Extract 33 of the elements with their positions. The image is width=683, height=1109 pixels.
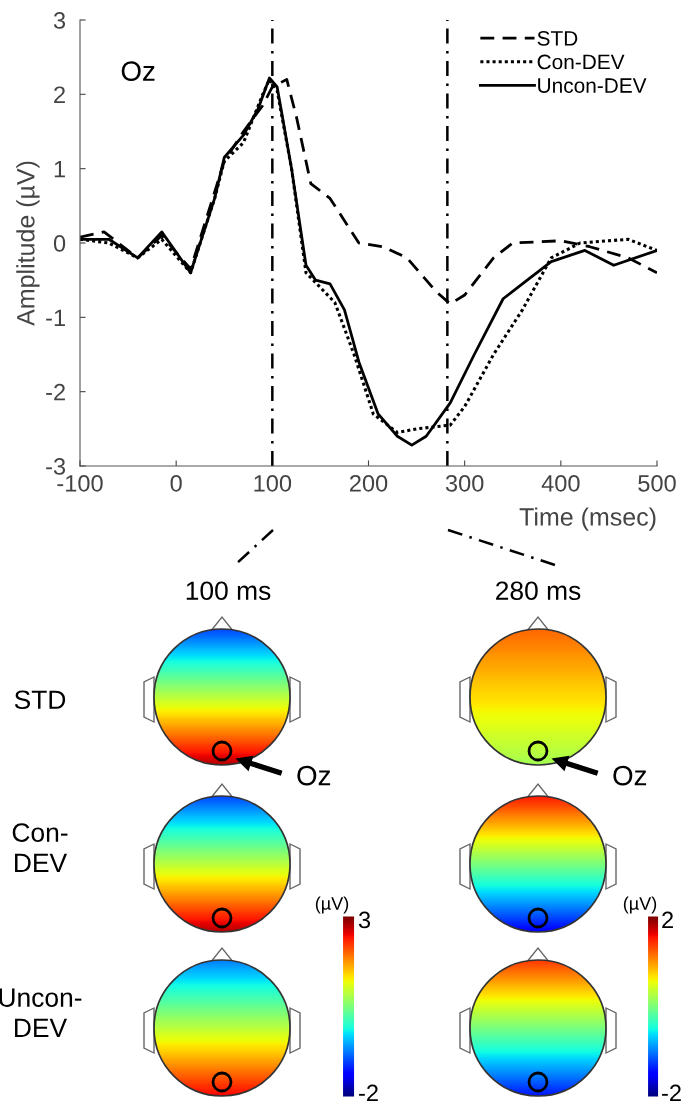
text: 100 ms bbox=[186, 581, 271, 601]
text: Uncon- DEV bbox=[0, 988, 82, 1037]
x-tick-label: 200 bbox=[349, 474, 388, 492]
y-tick-label: 2 bbox=[54, 86, 65, 103]
text: 3 bbox=[358, 911, 371, 929]
text: (µV) bbox=[315, 896, 349, 914]
text: Con- DEV bbox=[12, 823, 68, 872]
text: 2 bbox=[662, 911, 673, 929]
legend-label: Con-DEV bbox=[537, 54, 625, 70]
legend-label: Uncon-DEV bbox=[538, 78, 647, 93]
text: Oz bbox=[297, 765, 331, 786]
x-tick-label: 100 bbox=[254, 474, 292, 492]
y-tick-label: 3 bbox=[53, 12, 66, 29]
y-tick-label: 1 bbox=[54, 160, 65, 178]
text: -2 bbox=[359, 1084, 378, 1102]
x-tick-label: 0 bbox=[170, 474, 182, 492]
text: Oz bbox=[613, 765, 647, 786]
y-tick-label: -2 bbox=[46, 383, 65, 401]
y-axis-title: Amplitude (µV) bbox=[16, 161, 40, 326]
annotation: Oz bbox=[121, 61, 155, 81]
x-tick-label: 400 bbox=[541, 474, 580, 492]
x-tick-label: 300 bbox=[445, 474, 484, 492]
text: -2 bbox=[662, 1084, 681, 1102]
x-tick-label: -100 bbox=[57, 474, 103, 492]
text: (µV) bbox=[623, 896, 657, 914]
y-tick-label: 0 bbox=[53, 235, 66, 252]
legend-label: STD bbox=[537, 30, 578, 46]
text: STD bbox=[14, 690, 66, 710]
y-tick-label: -3 bbox=[46, 458, 66, 475]
text: 280 ms bbox=[496, 581, 581, 601]
y-tick-label: -1 bbox=[46, 309, 65, 326]
x-axis-title: Time (msec) bbox=[519, 507, 656, 531]
x-tick-label: 500 bbox=[638, 474, 676, 492]
